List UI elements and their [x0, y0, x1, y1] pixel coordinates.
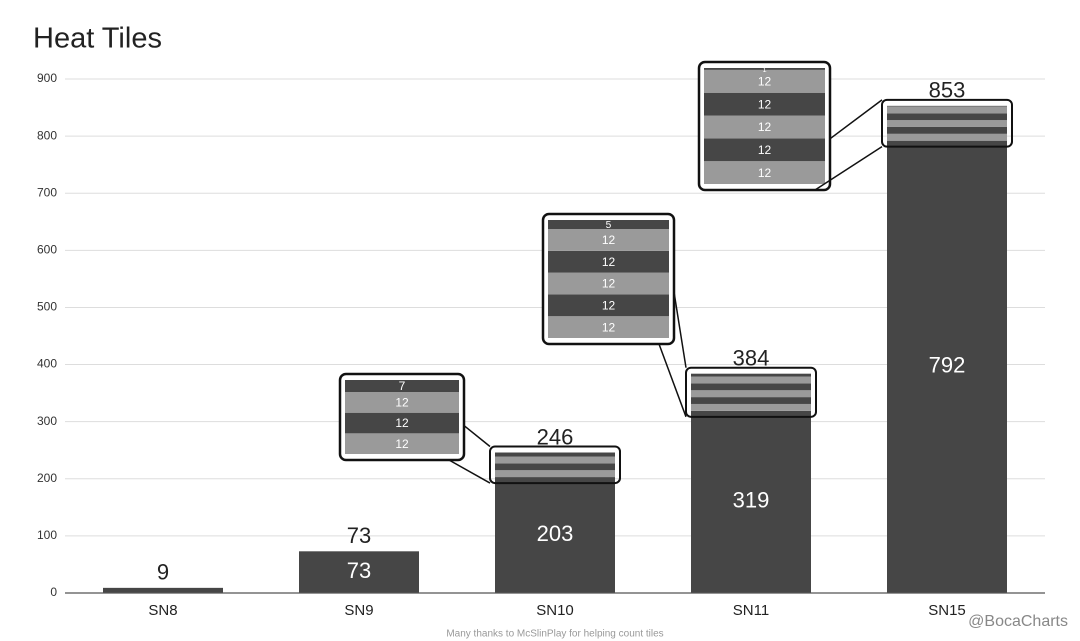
x-tick-label: SN10 [536, 602, 574, 619]
connector [658, 343, 687, 418]
bar-segment [495, 463, 615, 471]
inset-label: 12 [758, 74, 772, 88]
inset-label: 1 [762, 65, 766, 74]
y-tick-label: 700 [37, 185, 57, 199]
inset-segment [704, 115, 825, 139]
inset-segment [704, 68, 825, 70]
bar-segment [887, 126, 1007, 134]
inset-segment [345, 433, 459, 454]
connector [673, 291, 687, 368]
bar-segment [691, 383, 811, 391]
connector [463, 425, 491, 448]
x-tick-label: SN11 [733, 602, 769, 619]
bar-segment [887, 120, 1007, 127]
inset-label: 12 [602, 277, 616, 291]
connector [448, 459, 491, 484]
inset-segment [704, 138, 825, 162]
y-tick-label: 100 [37, 528, 57, 542]
inset-segment [548, 294, 669, 317]
bar-segment [691, 397, 811, 404]
inset-segment [345, 380, 459, 393]
x-tick-label: SN8 [148, 602, 177, 619]
bar-value-label: 319 [733, 488, 770, 513]
total-label: 384 [733, 346, 770, 371]
x-tick-label: SN9 [344, 602, 373, 619]
y-tick-label: 600 [37, 243, 57, 257]
y-tick-label: 0 [50, 585, 57, 599]
inset-frame [697, 60, 832, 192]
bar-segment [691, 403, 811, 411]
inset-segment [548, 316, 669, 338]
bar-segment [691, 390, 811, 398]
y-tick-label: 900 [37, 71, 57, 85]
inset-frame [541, 212, 676, 346]
bar-segment [495, 452, 615, 457]
total-label: 853 [929, 78, 966, 103]
bar-segment [299, 551, 419, 593]
inset-segment [704, 161, 825, 184]
inset-segment [345, 392, 459, 413]
bar-value-label: 203 [537, 521, 574, 546]
inset-label: 12 [602, 320, 616, 334]
bar-segment [691, 373, 811, 377]
total-label: 73 [347, 523, 371, 548]
bar-segment [103, 587, 223, 593]
inset-label: 12 [602, 255, 616, 269]
bar-segment [887, 133, 1007, 141]
inset-segment [548, 272, 669, 295]
inset-segment [548, 250, 669, 273]
bar-segment [691, 410, 811, 593]
bar-segment [887, 140, 1007, 593]
bar-segment [887, 106, 1007, 114]
bar-value-label: 792 [929, 353, 966, 378]
inset-segment [704, 69, 825, 93]
total-label: 246 [537, 424, 574, 449]
inset-segment [345, 412, 459, 434]
bar-segment [495, 477, 615, 593]
connector [829, 99, 883, 140]
inset-label: 12 [395, 396, 409, 410]
y-tick-label: 400 [37, 357, 57, 371]
y-tick-label: 300 [37, 414, 57, 428]
inset-frame [338, 372, 466, 462]
inset-label: 12 [758, 143, 772, 157]
total-label: 9 [157, 560, 169, 585]
inset-label: 5 [606, 220, 612, 231]
inset-label: 12 [758, 97, 772, 111]
y-tick-label: 200 [37, 471, 57, 485]
chart-title: Heat Tiles [33, 23, 162, 55]
connector [814, 146, 883, 191]
bar-segment [495, 470, 615, 478]
bar-value-label: 73 [347, 558, 371, 583]
inset-label: 12 [758, 120, 772, 134]
inset-label: 12 [758, 166, 772, 180]
inset-segment [704, 92, 825, 116]
bar-segment [887, 105, 1007, 107]
inset-label: 12 [395, 416, 409, 430]
bar-segment [887, 113, 1007, 121]
inset-segment [548, 220, 669, 230]
inset-label: 12 [602, 298, 616, 312]
y-tick-label: 500 [37, 300, 57, 314]
zoom-frame [881, 98, 1013, 148]
inset-label: 7 [399, 379, 406, 393]
x-tick-label: SN15 [928, 602, 966, 619]
y-tick-label: 800 [37, 128, 57, 142]
footnote: Many thanks to McSlinPlay for helping co… [446, 629, 663, 640]
bar-segment [495, 456, 615, 464]
inset-label: 12 [602, 233, 616, 247]
inset-segment [548, 229, 669, 251]
credit: @BocaCharts [968, 613, 1068, 630]
inset-label: 12 [395, 437, 409, 451]
zoom-frame [685, 366, 817, 418]
bar-segment [691, 376, 811, 384]
zoom-frame [489, 445, 621, 485]
